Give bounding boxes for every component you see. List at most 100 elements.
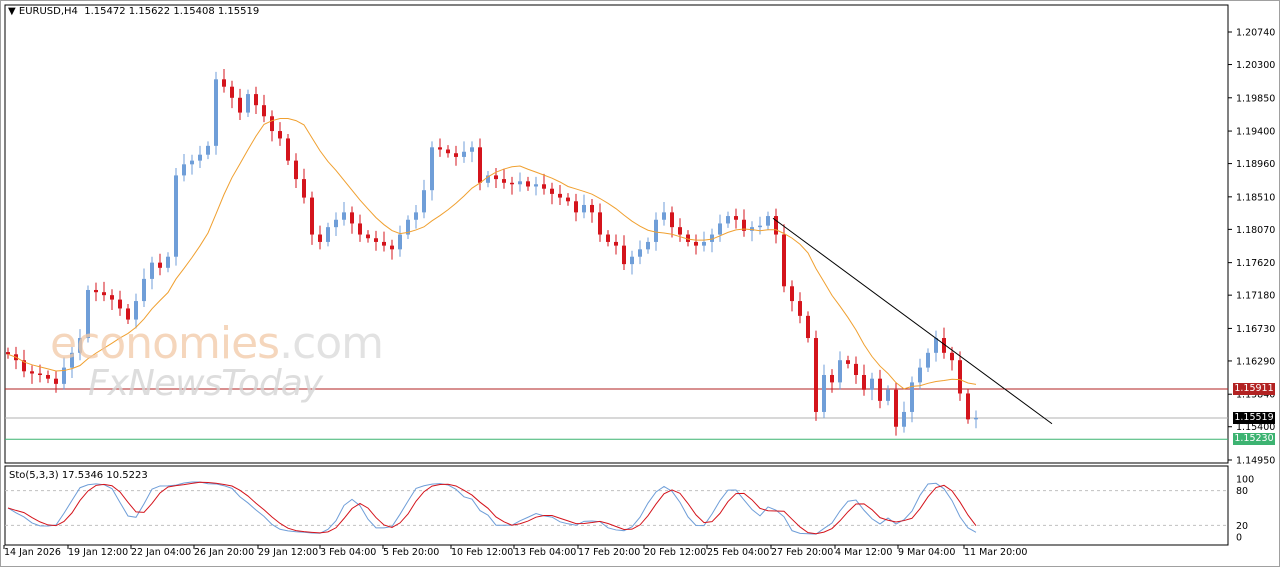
y-tick-label: 1.20300 bbox=[1236, 60, 1275, 71]
candle-body bbox=[686, 234, 690, 242]
candle-body bbox=[702, 241, 706, 246]
candle-body bbox=[366, 234, 370, 239]
candle-body bbox=[654, 219, 658, 242]
candle-body bbox=[694, 241, 698, 246]
candle-body bbox=[662, 212, 666, 220]
candle-body bbox=[894, 389, 898, 427]
candle-body bbox=[150, 262, 154, 279]
candle-body bbox=[590, 204, 594, 213]
candle-body bbox=[486, 175, 490, 183]
candle-body bbox=[966, 393, 970, 420]
candle-body bbox=[782, 234, 786, 287]
candle-body bbox=[430, 147, 434, 191]
candle-body bbox=[190, 160, 194, 165]
y-tick-label: 1.16290 bbox=[1236, 356, 1275, 367]
candle-body bbox=[510, 182, 514, 185]
support-price-label: 1.15230 bbox=[1233, 433, 1275, 446]
candle-body bbox=[30, 371, 34, 374]
candle-body bbox=[638, 249, 642, 257]
candle-body bbox=[358, 223, 362, 235]
candle-body bbox=[814, 338, 818, 412]
candle-body bbox=[454, 153, 458, 157]
watermark-brand: economies bbox=[50, 318, 280, 369]
candle-body bbox=[678, 227, 682, 235]
candle-body bbox=[798, 301, 802, 316]
watermark-economies: economies.com bbox=[50, 318, 384, 369]
x-tick-label: 3 Feb 04:00 bbox=[320, 547, 377, 558]
candle-body bbox=[206, 145, 210, 155]
candle-body bbox=[102, 292, 106, 296]
collapse-triangle-icon[interactable]: ▼ bbox=[8, 6, 16, 17]
candle-body bbox=[230, 86, 234, 98]
ohlc-values: 1.15472 1.15622 1.15408 1.15519 bbox=[84, 6, 260, 17]
candle-body bbox=[918, 367, 922, 383]
candle-body bbox=[294, 160, 298, 180]
candle-body bbox=[878, 378, 882, 401]
candle-body bbox=[414, 212, 418, 220]
stochastic-level-label: 20 bbox=[1236, 521, 1248, 532]
candle-body bbox=[518, 181, 522, 185]
x-tick-label: 19 Jan 12:00 bbox=[68, 547, 129, 558]
y-tick-label: 1.15840 bbox=[1236, 390, 1275, 401]
candle-body bbox=[382, 241, 386, 246]
candle-body bbox=[734, 216, 738, 220]
y-tick-label: 1.14950 bbox=[1236, 456, 1275, 467]
candle-body bbox=[838, 360, 842, 383]
candle-body bbox=[886, 389, 890, 401]
candle-body bbox=[542, 184, 546, 189]
candle-body bbox=[750, 227, 754, 231]
candle-body bbox=[342, 212, 346, 220]
candle-body bbox=[806, 315, 810, 339]
trendline bbox=[772, 217, 1053, 425]
candle-body bbox=[774, 216, 778, 235]
candle-body bbox=[766, 216, 770, 226]
candle-body bbox=[566, 197, 570, 202]
candle-body bbox=[126, 308, 130, 320]
candle-body bbox=[974, 417, 978, 420]
price-pane-border bbox=[4, 4, 1229, 464]
candle-body bbox=[902, 411, 906, 427]
stochastic-level-label: 100 bbox=[1236, 475, 1254, 486]
x-tick-label: 25 Feb 04:00 bbox=[707, 547, 770, 558]
x-tick-label: 17 Feb 20:00 bbox=[578, 547, 641, 558]
candle-body bbox=[62, 367, 66, 384]
stochastic-level-label: 0 bbox=[1236, 533, 1242, 544]
candle-body bbox=[670, 212, 674, 228]
chart-title: ▼ EURUSD,H4 1.15472 1.15622 1.15408 1.15… bbox=[8, 6, 259, 17]
x-tick-label: 29 Jan 12:00 bbox=[258, 547, 319, 558]
y-tick-label: 1.19400 bbox=[1236, 127, 1275, 138]
stochastic-label: Sto(5,3,3) 17.5346 10.5223 bbox=[9, 470, 148, 481]
candle-body bbox=[374, 238, 378, 242]
candle-body bbox=[582, 204, 586, 213]
y-tick-label: 1.18510 bbox=[1236, 192, 1275, 203]
candle-body bbox=[118, 299, 122, 309]
candle-body bbox=[718, 223, 722, 235]
x-tick-label: 9 Mar 04:00 bbox=[898, 547, 956, 558]
candle-body bbox=[198, 154, 202, 161]
candle-body bbox=[614, 241, 618, 246]
candle-body bbox=[942, 338, 946, 353]
candle-body bbox=[534, 184, 538, 187]
candle-body bbox=[958, 360, 962, 394]
y-tick-label: 1.18070 bbox=[1236, 225, 1275, 236]
candle-body bbox=[526, 181, 530, 187]
candle-body bbox=[326, 227, 330, 242]
candle-body bbox=[822, 374, 826, 412]
candle-body bbox=[830, 374, 834, 383]
candle-body bbox=[278, 131, 282, 139]
candle-body bbox=[574, 201, 578, 213]
candle-body bbox=[22, 360, 26, 372]
x-tick-label: 13 Feb 04:00 bbox=[514, 547, 577, 558]
candle-body bbox=[94, 289, 98, 293]
candle-body bbox=[318, 234, 322, 242]
candle-body bbox=[494, 175, 498, 180]
x-tick-label: 20 Feb 12:00 bbox=[644, 547, 707, 558]
candle-body bbox=[558, 193, 562, 198]
candle-body bbox=[86, 289, 90, 339]
candle-body bbox=[598, 212, 602, 235]
candle-body bbox=[550, 188, 554, 194]
y-tick-label: 1.17180 bbox=[1236, 291, 1275, 302]
candle-body bbox=[854, 363, 858, 375]
x-tick-label: 11 Mar 20:00 bbox=[964, 547, 1028, 558]
